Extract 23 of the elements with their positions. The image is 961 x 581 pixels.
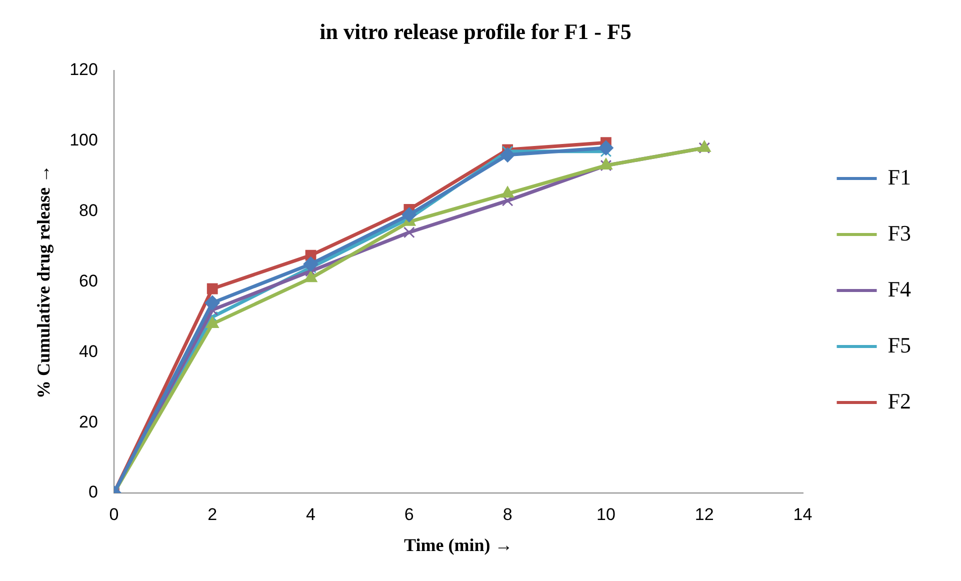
y-tick-label: 120 [70, 60, 98, 80]
x-tick-label: 4 [306, 504, 316, 524]
y-tick-label: 0 [88, 482, 98, 502]
y-tick-label: 80 [79, 200, 98, 220]
x-tick-label: 14 [793, 504, 812, 524]
x-tick-label: 8 [502, 504, 512, 524]
y-tick-label: 20 [79, 412, 98, 432]
x-tick-label: 6 [404, 504, 414, 524]
x-axis-title: Time (min) → [404, 534, 513, 555]
legend-label: F5 [888, 332, 912, 358]
legend-label: F3 [888, 220, 912, 246]
y-tick-label: 100 [70, 130, 98, 150]
x-tick-label: 10 [596, 504, 616, 524]
chart-title: in vitro release profile for F1 - F5 [320, 18, 632, 44]
legend-label: F2 [888, 388, 912, 414]
x-tick-label: 2 [208, 504, 218, 524]
legend-label: F1 [888, 164, 912, 190]
y-tick-label: 60 [79, 271, 98, 290]
y-axis-title: % Cumulative drug release → [33, 164, 54, 399]
x-tick-label: 12 [694, 504, 714, 524]
y-tick-label: 40 [79, 342, 98, 361]
legend-label: F4 [888, 276, 912, 302]
x-tick-label: 0 [109, 504, 119, 524]
